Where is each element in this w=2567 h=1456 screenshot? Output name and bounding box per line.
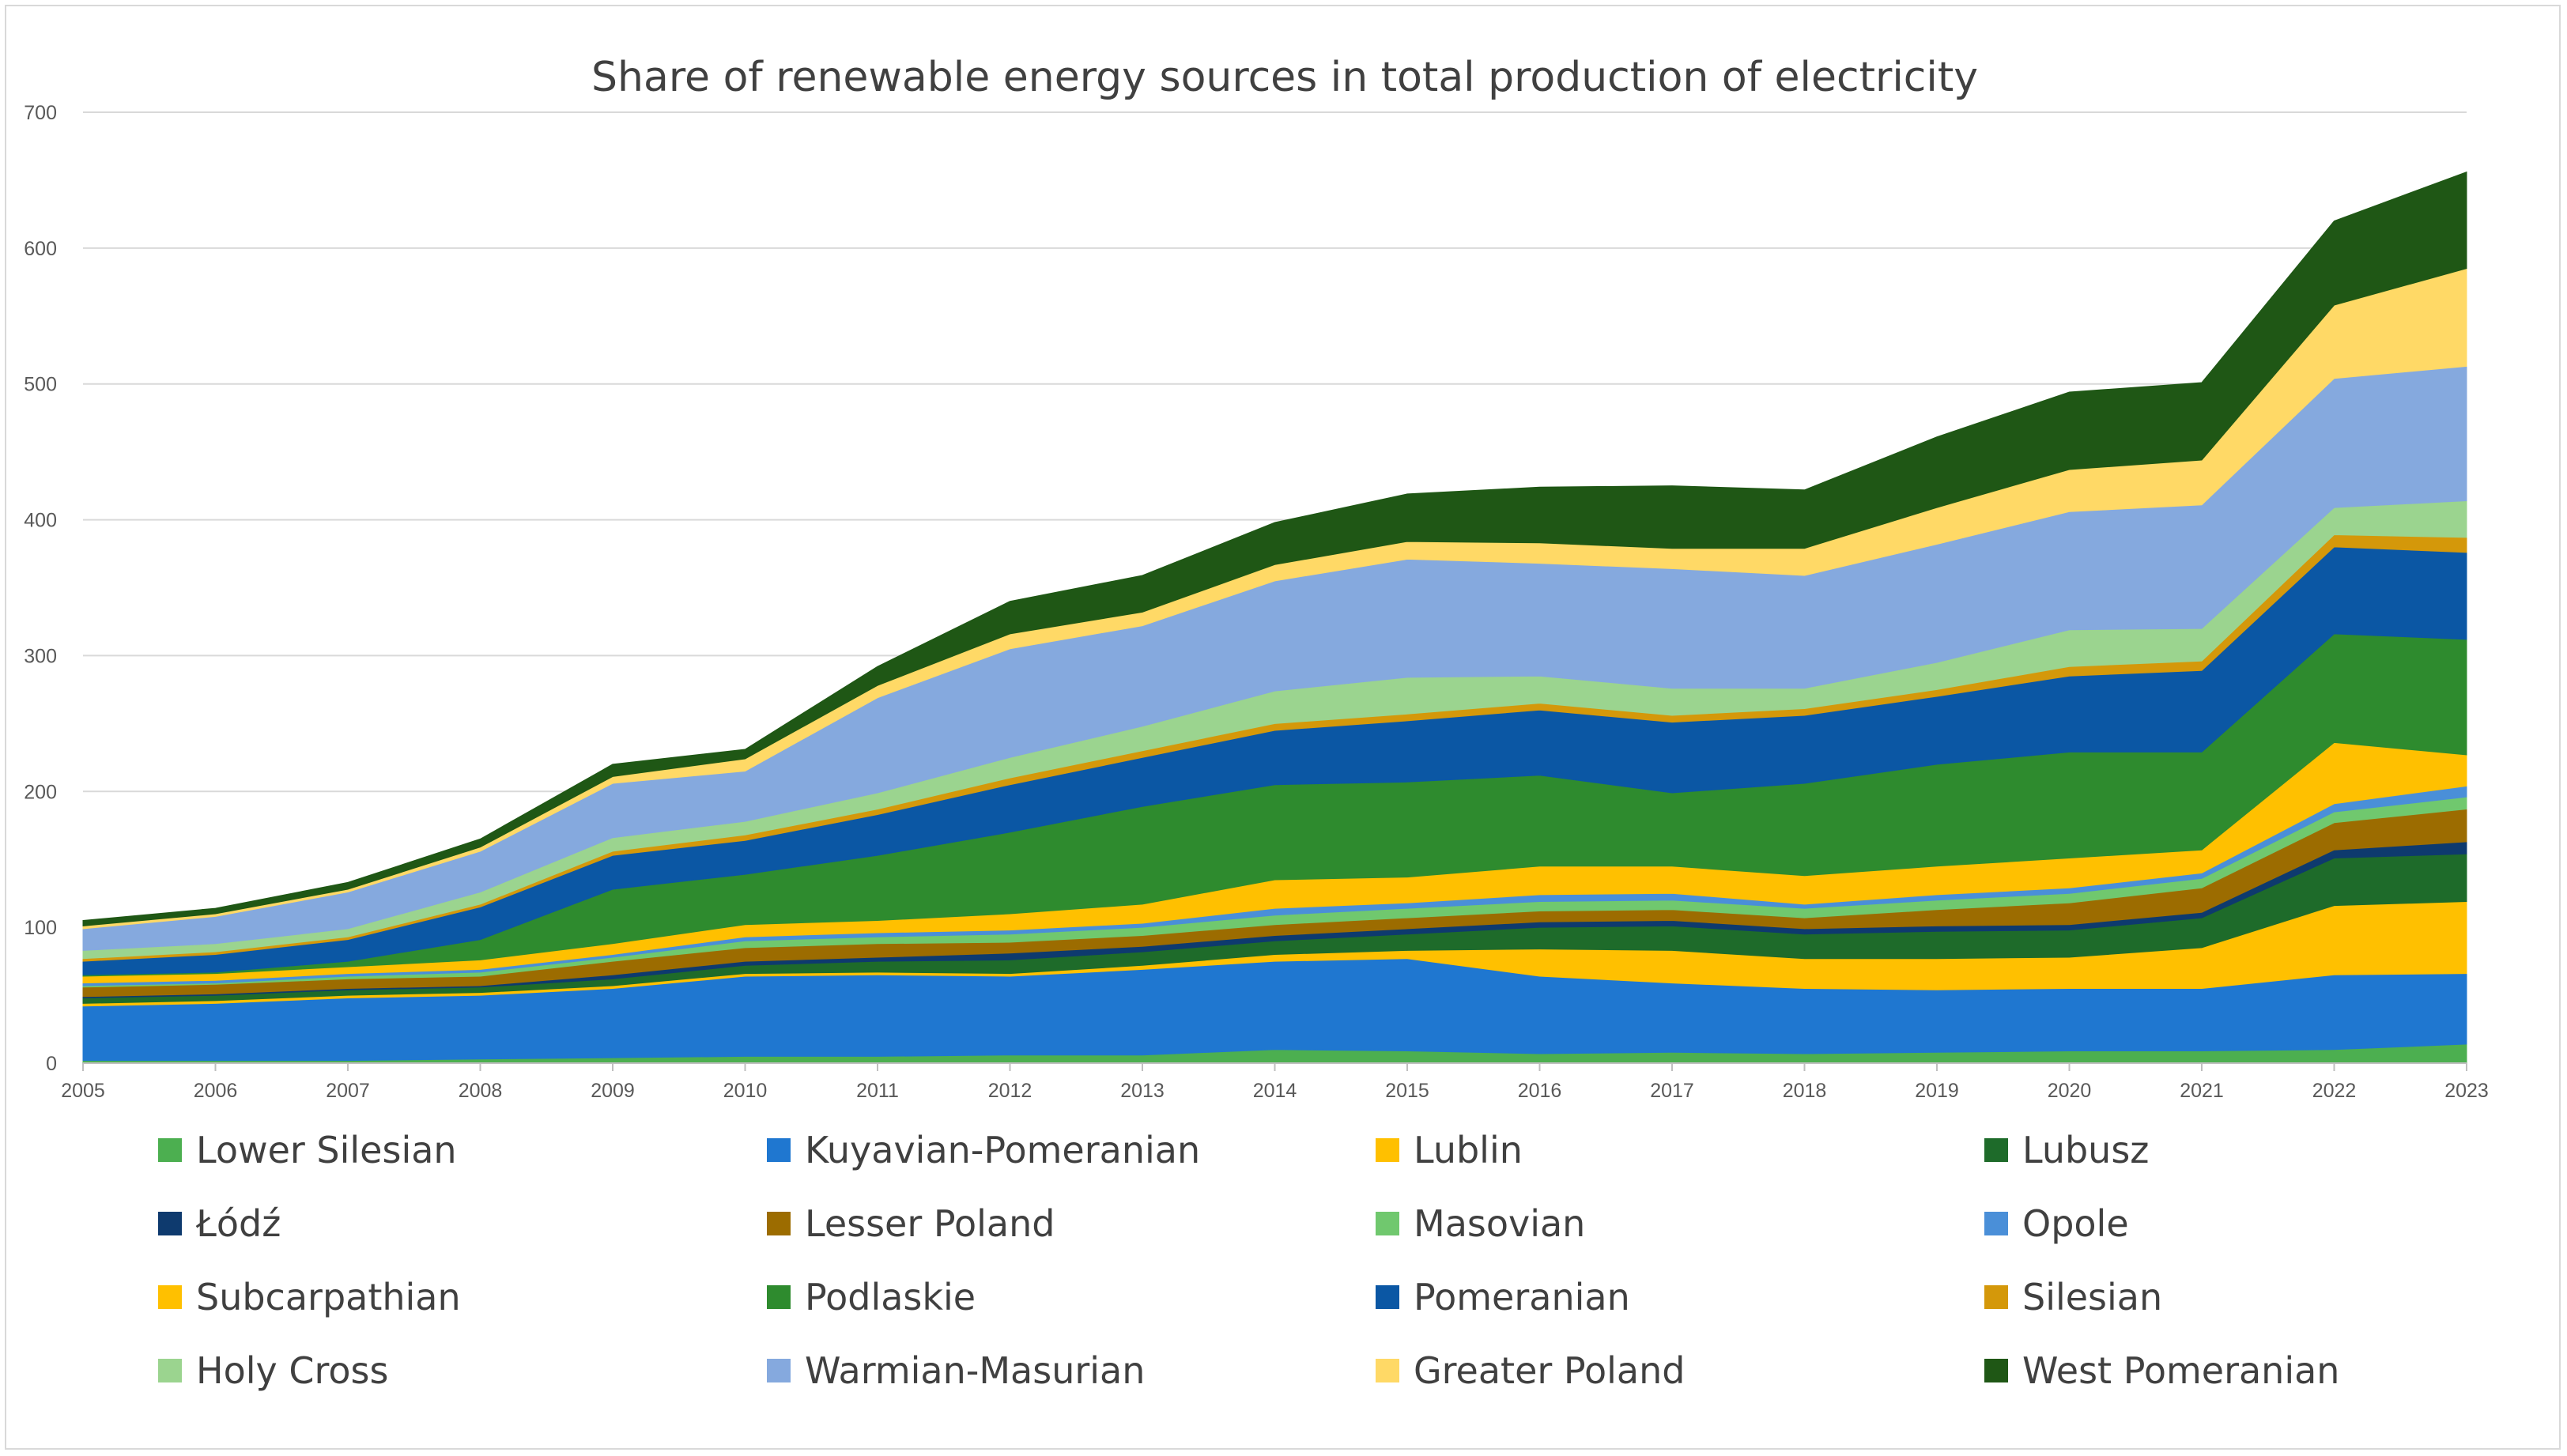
- x-tick-label: 2022: [2312, 1080, 2357, 1102]
- legend-item-greater-poland: Greater Poland: [1376, 1347, 1685, 1394]
- legend-swatch: [767, 1212, 791, 1235]
- y-tick-label: 100: [24, 917, 57, 939]
- y-tick-label: 0: [46, 1053, 57, 1075]
- x-tick-label: 2007: [326, 1080, 370, 1102]
- legend-item-warmian-masurian: Warmian-Masurian: [767, 1347, 1145, 1394]
- legend-item-opole: Opole: [1984, 1200, 2129, 1247]
- legend-item-west-pomeranian: West Pomeranian: [1984, 1347, 2339, 1394]
- legend-item-lodz: Łódź: [158, 1200, 281, 1247]
- y-tick-label: 600: [24, 238, 57, 260]
- legend-item-lubusz: Lubusz: [1984, 1126, 2149, 1174]
- legend-item-lower-silesian: Lower Silesian: [158, 1126, 457, 1174]
- legend-label: Warmian-Masurian: [805, 1349, 1146, 1392]
- legend-label: Opole: [2022, 1202, 2129, 1245]
- axes: 0 100 200 300 400 500 600 700 2005 2006 2007 2008 20…: [24, 102, 2489, 1102]
- legend-item-subcarpathian: Subcarpathian: [158, 1273, 461, 1321]
- x-tick-label: 2019: [1915, 1080, 1959, 1102]
- legend-swatch: [1984, 1359, 2008, 1382]
- legend-label: Lower Silesian: [196, 1129, 457, 1171]
- legend-label: Silesian: [2022, 1276, 2163, 1318]
- legend-swatch: [1984, 1138, 2008, 1162]
- legend-item-holy-cross: Holy Cross: [158, 1347, 388, 1394]
- y-tick-label: 500: [24, 374, 57, 396]
- x-tick-label: 2009: [591, 1080, 635, 1102]
- legend-item-lesser-poland: Lesser Poland: [767, 1200, 1055, 1247]
- legend-swatch: [158, 1212, 182, 1235]
- legend-label: Lubusz: [2022, 1129, 2150, 1171]
- x-tick-label: 2017: [1650, 1080, 1694, 1102]
- legend-swatch: [1376, 1212, 1399, 1235]
- x-tick-label: 2023: [2444, 1080, 2489, 1102]
- x-tick-label: 2005: [61, 1080, 105, 1102]
- legend-item-lublin: Lublin: [1376, 1126, 1523, 1174]
- legend-item-masovian: Masovian: [1376, 1200, 1585, 1247]
- legend-label: Podlaskie: [805, 1276, 976, 1318]
- y-tick-label: 300: [24, 645, 57, 667]
- legend-swatch: [158, 1359, 182, 1382]
- legend-swatch: [1376, 1285, 1399, 1309]
- x-tick-label: 2020: [2048, 1080, 2092, 1102]
- legend-label: Lublin: [1414, 1129, 1523, 1171]
- x-tick-label: 2006: [194, 1080, 238, 1102]
- legend-swatch: [1376, 1359, 1399, 1382]
- legend-label: Łódź: [196, 1202, 281, 1245]
- legend-label: Pomeranian: [1414, 1276, 1630, 1318]
- legend-label: Greater Poland: [1414, 1349, 1686, 1392]
- legend-swatch: [767, 1359, 791, 1382]
- x-tick-label: 2014: [1253, 1080, 1297, 1102]
- legend-swatch: [158, 1285, 182, 1309]
- legend-label: West Pomeranian: [2022, 1349, 2340, 1392]
- legend: Lower Silesian Kuyavian-Pomeranian Lublin L…: [0, 1126, 2567, 1427]
- legend-label: Subcarpathian: [196, 1276, 461, 1318]
- legend-label: Holy Cross: [196, 1349, 389, 1392]
- x-tick-label: 2013: [1120, 1080, 1165, 1102]
- legend-swatch: [1376, 1138, 1399, 1162]
- chart-title: Share of renewable energy sources in tot…: [591, 54, 1978, 101]
- legend-item-kuyavian-pomeranian: Kuyavian-Pomeranian: [767, 1126, 1200, 1174]
- x-tick-label: 2011: [856, 1080, 899, 1102]
- x-tick-label: 2016: [1518, 1080, 1562, 1102]
- y-tick-label: 400: [24, 510, 57, 532]
- x-tick-label: 2010: [723, 1080, 768, 1102]
- y-tick-label: 200: [24, 781, 57, 803]
- x-tick-label: 2018: [1783, 1080, 1827, 1102]
- legend-item-podlaskie: Podlaskie: [767, 1273, 976, 1321]
- legend-item-silesian: Silesian: [1984, 1273, 2162, 1321]
- x-tick-label: 2012: [988, 1080, 1032, 1102]
- legend-swatch: [767, 1285, 791, 1309]
- x-tick-label: 2008: [459, 1080, 503, 1102]
- legend-swatch: [158, 1138, 182, 1162]
- legend-swatch: [767, 1138, 791, 1162]
- legend-item-pomeranian: Pomeranian: [1376, 1273, 1630, 1321]
- legend-swatch: [1984, 1285, 2008, 1309]
- legend-swatch: [1984, 1212, 2008, 1235]
- legend-label: Masovian: [1414, 1202, 1586, 1245]
- y-tick-label: 700: [24, 102, 57, 124]
- x-tick-label: 2021: [2180, 1080, 2224, 1102]
- legend-label: Kuyavian-Pomeranian: [805, 1129, 1201, 1171]
- x-tick-label: 2015: [1385, 1080, 1429, 1102]
- area-west-pomeranian: [82, 171, 2467, 926]
- legend-label: Lesser Poland: [805, 1202, 1055, 1245]
- stacked-areas: [82, 171, 2467, 1064]
